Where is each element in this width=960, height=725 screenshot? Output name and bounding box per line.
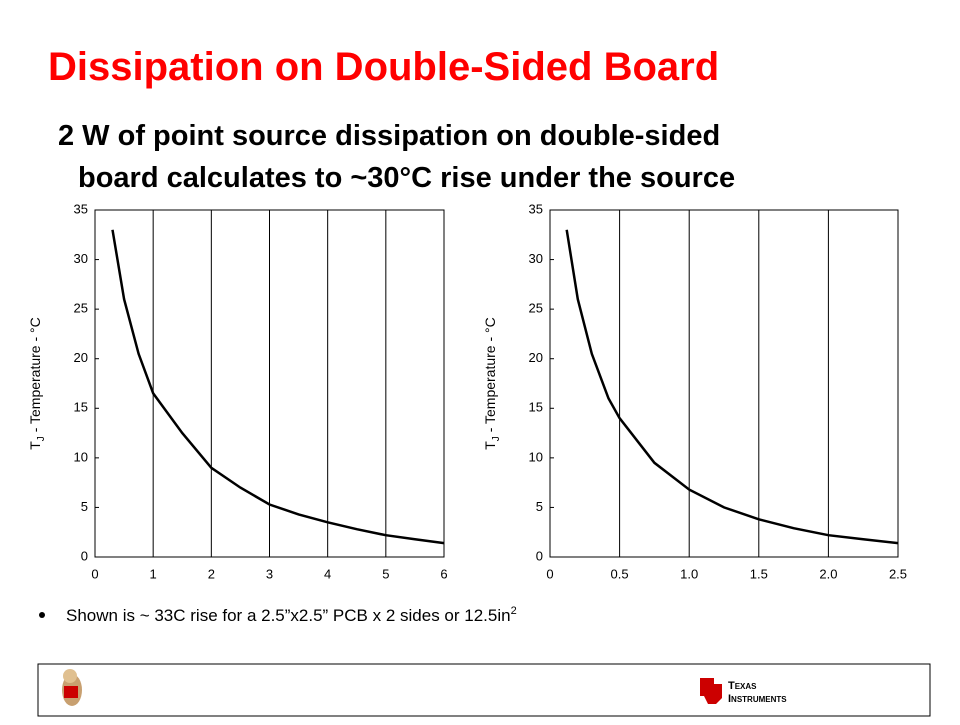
y-tick-label: 5	[536, 499, 543, 514]
y-label-text: - Temperature - °C	[482, 317, 498, 436]
y-label-symbol: T	[482, 441, 498, 450]
bullet-main: Shown is ~ 33C rise for a 2.5”x2.5” PCB …	[66, 606, 511, 625]
x-tick-label: 2.5	[889, 566, 907, 581]
y-tick-label: 35	[74, 201, 88, 216]
y-tick-label: 20	[74, 350, 88, 365]
x-tick-label: 0.5	[611, 566, 629, 581]
x-tick-label: 3	[266, 566, 273, 581]
x-tick-label: 2	[208, 566, 215, 581]
x-tick-label: 2.0	[819, 566, 837, 581]
y-tick-label: 35	[529, 201, 543, 216]
y-tick-label: 15	[74, 400, 88, 415]
x-tick-label: 0	[546, 566, 553, 581]
bullet-sup: 2	[511, 605, 517, 617]
slide-title: Dissipation on Double-Sided Board	[48, 45, 719, 89]
ti-logo: Texas Instruments	[700, 678, 787, 705]
y-label-subscript: J	[491, 436, 502, 441]
subtitle: board calculates to ~30°C rise under the…	[78, 162, 735, 194]
y-tick-label: 10	[74, 449, 88, 464]
x-tick-label: 4	[324, 566, 331, 581]
x-tick-label: 1.5	[750, 566, 768, 581]
plot-frame	[94, 209, 445, 558]
logo-word: Texas	[728, 680, 757, 692]
x-tick-label: 6	[440, 566, 447, 581]
y-tick-label: 15	[529, 400, 543, 415]
data-line	[111, 229, 445, 545]
mascot	[62, 669, 82, 706]
y-tick-label: 0	[81, 548, 88, 563]
y-axis-label: TJ - Temperature - °C	[27, 317, 47, 450]
subtitle: 2 W of point source dissipation on doubl…	[58, 120, 720, 152]
logo-word: Instruments	[728, 693, 787, 705]
y-tick-label: 25	[529, 301, 543, 316]
x-tick-label: 1.0	[680, 566, 698, 581]
y-tick-label: 10	[529, 449, 543, 464]
footer-box	[37, 663, 931, 717]
bullet-dot	[39, 612, 45, 618]
plot-frame	[549, 209, 899, 558]
x-tick-label: 1	[150, 566, 157, 581]
data-line	[565, 229, 899, 545]
x-tick-label: 5	[382, 566, 389, 581]
x-tick-label: 0	[91, 566, 98, 581]
y-tick-label: 0	[536, 548, 543, 563]
bullet-text: Shown is ~ 33C rise for a 2.5”x2.5” PCB …	[66, 605, 517, 625]
y-tick-label: 5	[81, 499, 88, 514]
y-label-text: - Temperature - °C	[27, 317, 43, 436]
y-axis-label: TJ - Temperature - °C	[482, 317, 502, 450]
y-tick-label: 20	[529, 350, 543, 365]
y-tick-label: 30	[74, 251, 88, 266]
y-tick-label: 25	[74, 301, 88, 316]
y-tick-label: 30	[529, 251, 543, 266]
y-label-symbol: T	[27, 441, 43, 450]
y-label-subscript: J	[36, 436, 47, 441]
